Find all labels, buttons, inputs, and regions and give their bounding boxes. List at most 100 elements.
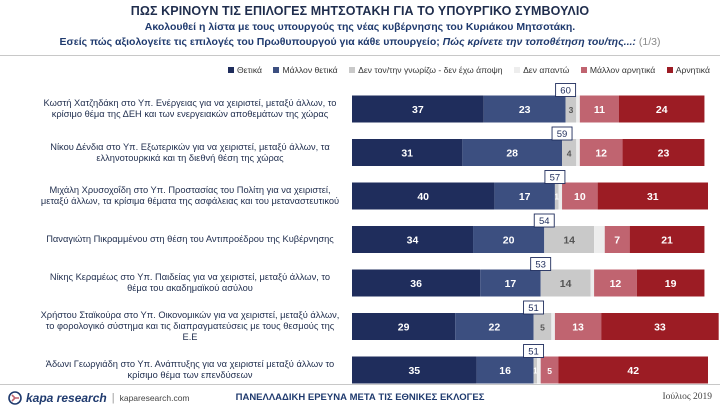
data-label: 35 [408, 365, 420, 377]
bar-segment [590, 269, 595, 297]
bar-segment [455, 313, 534, 340]
total-callout-label: 51 [528, 303, 539, 314]
data-label: 14 [563, 234, 575, 246]
chart-subtitle: Ακολουθεί η λίστα με τους υπουργούς της … [144, 21, 576, 33]
data-label: 4 [567, 148, 572, 158]
total-callout-box [533, 213, 555, 228]
data-label: 23 [658, 147, 670, 159]
bar-segment [473, 226, 545, 253]
bar-segment [558, 182, 563, 210]
chart-legend: Θετικά Μάλλον θετικά Δεν τον/την γνωρίζω -… [228, 65, 720, 75]
question-italic: Πώς κρίνετε την τοποθέτηση του/της...: [442, 36, 636, 48]
data-label: 1 [554, 193, 559, 202]
data-label: 19 [665, 278, 677, 290]
legend-label: Μάλλον θετικά [282, 65, 338, 75]
legend-item: Μάλλον θετικά [273, 65, 338, 75]
footer-divider [0, 384, 720, 385]
total-callout-box [523, 344, 545, 358]
bar-segment [544, 226, 595, 253]
bar-segment [483, 95, 566, 123]
total-callout-box [555, 83, 577, 97]
legend-swatch [349, 67, 356, 73]
header-divider [0, 55, 720, 56]
question-main: Εσείς πώς αξιολογείτε τις επιλογές του Π… [59, 36, 440, 48]
chart-title: ΠΩΣ ΚΡΙΝΟΥΝ ΤΙΣ ΕΠΙΛΟΓΕΣ ΜΗΤΣΟΤΑΚΗ ΓΙΑ Τ… [130, 4, 590, 18]
bar-segment [562, 139, 577, 166]
brand-mark-icon [8, 391, 22, 405]
data-label: 11 [594, 104, 605, 116]
bar-segment [579, 95, 619, 123]
category-label: Χρήστου Σταϊκούρα στο Υπ. Οικονομικών γι… [40, 310, 340, 342]
bar-segment [352, 139, 463, 166]
bar-segment [554, 313, 602, 340]
bar-segment [604, 226, 630, 253]
data-label: 31 [647, 191, 659, 203]
bar-segment [558, 356, 708, 384]
survey-caption: ΠΑΝΕΛΛΑΔΙΚΗ ΕΡΕΥΝΑ ΜΕΤΑ ΤΙΣ ΕΘΝΙΚΕΣ ΕΚΛΟ… [235, 392, 485, 403]
data-label: 22 [489, 321, 501, 333]
total-callout-label: 53 [535, 260, 546, 271]
bar-segment [540, 269, 591, 297]
data-label: 42 [627, 365, 639, 377]
category-label: Κωστή Χατζηδάκη στο Υπ. Ενέργειας για να… [43, 98, 337, 119]
bar-segment [601, 313, 719, 340]
bar-segment [576, 139, 580, 166]
data-label: 34 [407, 234, 419, 246]
legend-label: Μάλλον αρνητικά [589, 65, 656, 75]
legend-label: Δεν απαντώ [523, 65, 570, 75]
bar-segment [554, 182, 559, 210]
bar-segment [480, 269, 541, 297]
bar-segment [352, 95, 484, 123]
bar-segment [594, 269, 637, 297]
bar-segment [619, 95, 705, 123]
total-callout-label: 60 [560, 86, 571, 97]
legend-swatch [228, 67, 234, 73]
bar-segment [352, 182, 495, 210]
category-label: Παναγιώτη Πικραμμένου στη θέση του Αντιπ… [46, 234, 334, 244]
total-callout-box [530, 257, 552, 271]
bar-segment [594, 226, 605, 253]
total-callout-box [523, 300, 545, 315]
survey-date: Ιούλιος 2019 [662, 392, 712, 402]
brand-logo: kapa research | kaparesearch.com [8, 391, 190, 405]
data-label: 31 [401, 147, 413, 159]
data-label: 12 [610, 278, 622, 290]
category-label: Άδωνι Γεωργιάδη στο Υπ. Ανάπτυξης για να… [45, 359, 335, 380]
page-indicator: (1/3) [638, 36, 661, 48]
data-label: 33 [654, 321, 666, 333]
bar-segment [597, 182, 708, 210]
data-label: 17 [519, 191, 531, 203]
legend-item: Μάλλον αρνητικά [580, 65, 656, 75]
bar-segment [551, 313, 555, 340]
bar-segment [352, 313, 456, 340]
data-label: 36 [410, 278, 422, 290]
legend-swatch [514, 67, 521, 73]
total-callout-label: 57 [550, 173, 561, 184]
data-label: 17 [505, 278, 517, 290]
bar-segment [494, 182, 555, 210]
legend-item: Δεν απαντώ [514, 65, 569, 75]
data-label: 10 [574, 191, 586, 203]
total-callout-label: 51 [528, 347, 539, 358]
stacked-bar-chart: 37 23 3 11 24 60 31 28 4 12 23 59 40 17 1 10 31 57 34 20 14 7… [352, 83, 719, 384]
legend-item: Θετικά [228, 65, 262, 75]
data-label: 13 [572, 321, 584, 333]
total-callout-box [551, 126, 573, 141]
brand-name: kapa research [26, 391, 107, 405]
data-label: 20 [503, 234, 515, 246]
bar-segment [533, 356, 538, 384]
brand-url: kaparesearch.com [119, 393, 190, 403]
bar-segment [562, 182, 598, 210]
total-callout-box [544, 170, 566, 184]
legend-swatch [580, 67, 587, 73]
total-callout-label: 59 [557, 129, 568, 140]
bar-segment [636, 269, 705, 297]
legend-swatch [666, 67, 673, 73]
chart-question: Εσείς πώς αξιολογείτε τις επιλογές του Π… [0, 36, 720, 48]
data-label: 24 [656, 104, 668, 116]
data-label: 12 [595, 147, 607, 159]
legend-item: Αρνητικά [666, 65, 710, 75]
legend-swatch [273, 67, 280, 73]
bar-segment [352, 269, 481, 297]
category-label: Μιχάλη Χρυσοχοΐδη στο Υπ. Προστασίας του… [40, 185, 340, 206]
